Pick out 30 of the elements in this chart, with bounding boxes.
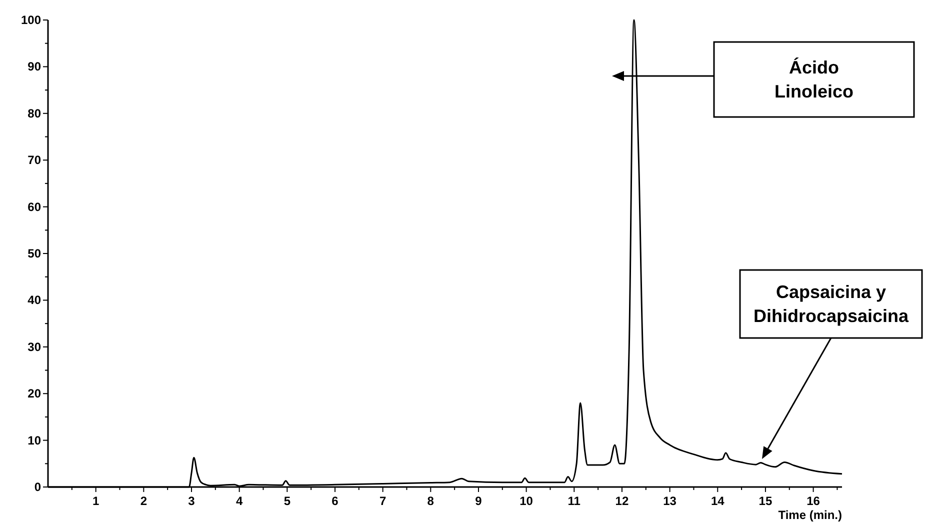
x-tick-label: 14 — [710, 494, 725, 508]
y-tick-label: 100 — [20, 13, 42, 27]
y-tick-label: 10 — [28, 433, 42, 448]
y-tick-label: 30 — [28, 340, 42, 354]
annotation: Ácido Linoleico — [774, 58, 854, 102]
y-tick-label: 90 — [28, 60, 42, 74]
y-tick-label: 40 — [28, 293, 42, 308]
x-tick-label: 3 — [188, 494, 196, 508]
y-tick-label: 50 — [28, 246, 42, 260]
y-tick-label: 0 — [34, 480, 42, 494]
x-tick-label: 13 — [663, 494, 677, 508]
x-tick-label: 16 — [806, 494, 820, 508]
y-tick-label: 80 — [28, 106, 42, 120]
x-tick-label: 7 — [379, 494, 386, 508]
x-tick-label: 8 — [427, 494, 434, 508]
x-tick-label: 1 — [92, 494, 100, 508]
x-tick-label: 12 — [615, 494, 629, 508]
x-tick-label: 9 — [475, 494, 482, 508]
y-tick-label: 70 — [28, 153, 42, 168]
x-tick-label: 2 — [140, 494, 148, 508]
y-tick-label: 20 — [28, 386, 42, 401]
x-tick-label: 4 — [236, 494, 243, 508]
x-axis-title: Time (min.) — [778, 508, 842, 522]
x-tick-label: 6 — [332, 494, 339, 508]
x-tick-label: 15 — [758, 494, 772, 508]
x-tick-label: 11 — [568, 494, 581, 508]
annotation: Capsaicina y Dihidrocapsaicina — [753, 282, 910, 326]
y-tick-label: 60 — [28, 200, 42, 214]
x-tick-label: 5 — [284, 494, 291, 508]
x-tick-label: 10 — [520, 494, 534, 508]
